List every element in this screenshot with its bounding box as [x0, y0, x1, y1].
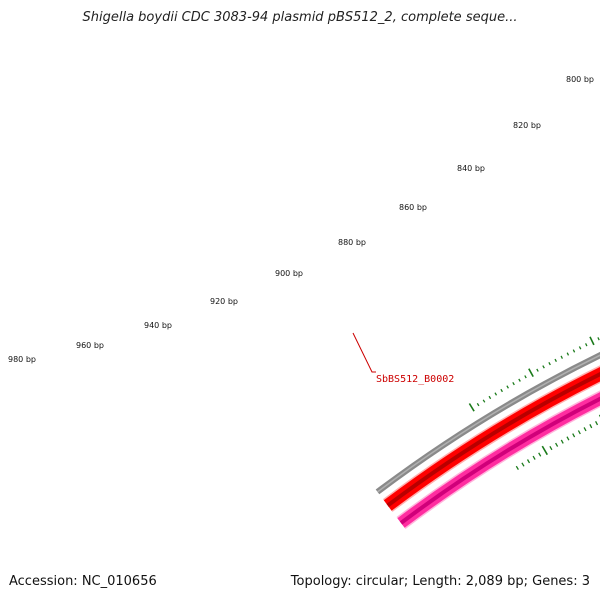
minor-tick [597, 337, 600, 341]
track-group [375, 352, 600, 529]
outer-tick-ring [468, 336, 600, 412]
inner-minor-tick [526, 459, 531, 464]
minor-tick [548, 362, 551, 366]
minor-tick [566, 352, 570, 356]
major-tick [528, 368, 534, 377]
inner-minor-tick [589, 424, 593, 429]
inner-major-tick [541, 445, 548, 456]
major-tick [468, 403, 475, 412]
gene-callout-line [352, 332, 376, 373]
minor-tick [506, 385, 509, 389]
gene-callout-group: SbBS512_B0002 [352, 332, 454, 385]
tick-label-group: 800 bp 820 bp 840 bp 860 bp 880 bp 900 bp 920 … [8, 75, 594, 364]
minor-tick [524, 375, 527, 379]
minor-tick [494, 392, 498, 396]
inner-minor-tick [555, 442, 559, 447]
minor-tick [572, 349, 576, 353]
minor-tick [476, 402, 480, 407]
tick-label: 880 bp [338, 238, 366, 247]
tick-label: 820 bp [513, 121, 541, 130]
map-title: Shigella boydii CDC 3083-94 plasmid pBS5… [82, 10, 518, 25]
tick-label: 960 bp [76, 341, 104, 350]
minor-tick [482, 399, 486, 403]
tick-label: 860 bp [399, 203, 427, 212]
inner-minor-tick [515, 465, 519, 470]
backbone-track [375, 352, 600, 495]
reverse-gene-core [399, 396, 600, 525]
forward-gene-core [386, 372, 600, 508]
tick-label: 940 bp [144, 321, 172, 330]
tick-label: 980 bp [8, 355, 36, 364]
minor-tick [512, 381, 515, 386]
tick-label: 800 bp [566, 75, 594, 84]
inner-minor-tick [595, 420, 599, 426]
tick-label: 920 bp [210, 297, 238, 306]
accession-label: Accession: NC_010656 [9, 574, 157, 589]
backbone-highlight [377, 354, 600, 493]
minor-tick [488, 395, 492, 400]
inner-minor-tick [538, 452, 542, 457]
minor-tick [536, 368, 539, 372]
topology-summary: Topology: circular; Length: 2,089 bp; Ge… [290, 574, 590, 589]
minor-tick [585, 343, 588, 347]
inner-minor-tick [532, 455, 536, 460]
minor-tick [542, 365, 545, 369]
inner-minor-tick [583, 427, 587, 432]
major-tick [589, 336, 595, 346]
inner-minor-tick [549, 445, 553, 451]
tick-label: 900 bp [275, 269, 303, 278]
inner-minor-tick [521, 462, 525, 467]
tick-label: 840 bp [457, 164, 485, 173]
inner-tick-ring [515, 414, 600, 470]
gene-label[interactable]: SbBS512_B0002 [376, 374, 454, 385]
minor-tick [518, 378, 521, 382]
inner-minor-tick [566, 436, 570, 441]
minor-tick [560, 355, 563, 359]
minor-tick [500, 388, 503, 393]
inner-minor-tick [577, 430, 581, 435]
minor-tick [554, 358, 557, 363]
minor-tick [578, 346, 582, 350]
inner-minor-tick [572, 433, 576, 438]
inner-minor-tick [560, 439, 564, 444]
